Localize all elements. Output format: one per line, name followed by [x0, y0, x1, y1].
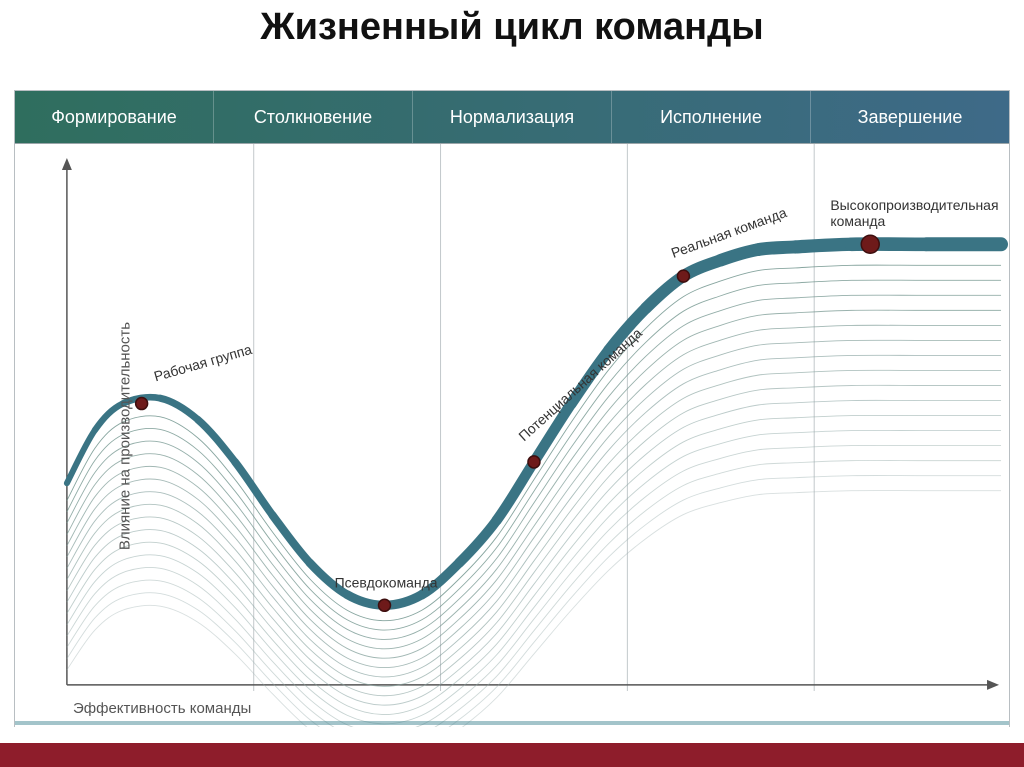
phase-header: Столкновение — [214, 91, 413, 143]
phase-header: Исполнение — [612, 91, 811, 143]
slide: Жизненный цикл команды ФормированиеСтолк… — [0, 0, 1024, 767]
footer-bar — [0, 743, 1024, 767]
y-axis-label: Влияние на производительность — [117, 321, 134, 549]
phase-header: Нормализация — [413, 91, 612, 143]
lifecycle-chart: Рабочая группа Псевдокоманда Потенциальная… — [15, 144, 1009, 727]
svg-text:Потенциальная команда: Потенциальная команда — [515, 325, 645, 445]
chart-body: Рабочая группа Псевдокоманда Потенциальная… — [15, 144, 1009, 727]
svg-text:Рабочая группа: Рабочая группа — [152, 341, 254, 384]
phase-bar: ФормированиеСтолкновениеНормализацияИспо… — [15, 91, 1009, 144]
svg-text:Псевдокоманда: Псевдокоманда — [335, 574, 438, 590]
x-axis-label: Эффективность команды — [73, 700, 251, 717]
chart-container: ФормированиеСтолкновениеНормализацияИспо… — [14, 90, 1010, 727]
page-title: Жизненный цикл команды — [0, 6, 1024, 49]
svg-text:Высокопроизводительнаякоманда: Высокопроизводительнаякоманда — [830, 197, 998, 229]
phase-header: Формирование — [15, 91, 214, 143]
phase-header: Завершение — [811, 91, 1009, 143]
